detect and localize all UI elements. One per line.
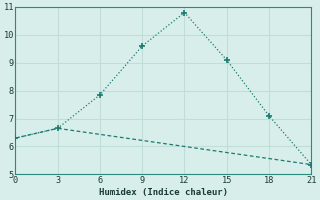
X-axis label: Humidex (Indice chaleur): Humidex (Indice chaleur) [99,188,228,197]
